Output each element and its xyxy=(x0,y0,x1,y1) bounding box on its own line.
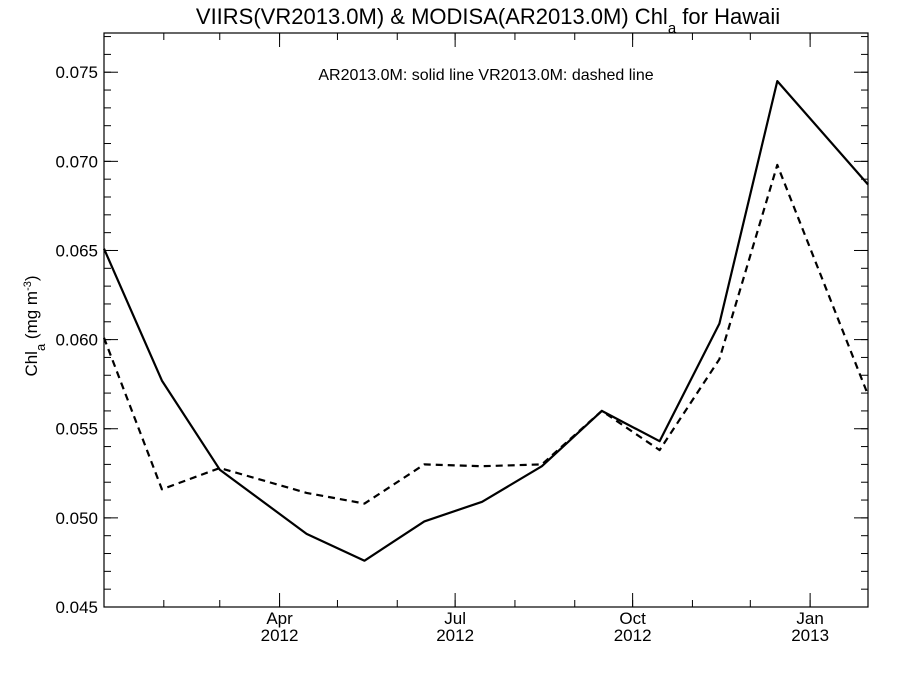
x-tick-label-year: 2012 xyxy=(614,626,652,645)
y-tick-label: 0.075 xyxy=(55,63,98,82)
x-tick-label-year: 2012 xyxy=(436,626,474,645)
series-line-dashed xyxy=(102,163,870,505)
y-tick-label: 0.055 xyxy=(55,420,98,439)
y-tick-label: 0.070 xyxy=(55,152,98,171)
chart-title: VIIRS(VR2013.0M) & MODISA(AR2013.0M) Chl… xyxy=(196,4,780,37)
y-tick-label: 0.050 xyxy=(55,509,98,528)
chart-annotation: AR2013.0M: solid line VR2013.0M: dashed … xyxy=(318,67,653,84)
y-tick-label: 0.045 xyxy=(55,598,98,617)
x-tick-label-month: Jul xyxy=(444,609,466,628)
y-tick-label: 0.065 xyxy=(55,241,98,260)
ticks-layer: 0.0450.0500.0550.0600.0650.0700.075Apr20… xyxy=(55,33,868,645)
x-tick-label-month: Oct xyxy=(619,609,646,628)
x-tick-label-month: Jan xyxy=(796,609,823,628)
y-tick-label: 0.060 xyxy=(55,331,98,350)
x-tick-label-year: 2013 xyxy=(791,626,829,645)
x-tick-label-month: Apr xyxy=(266,609,293,628)
y-axis-label: Chla (mg m-3) xyxy=(22,275,48,376)
chart-title-subscript: a xyxy=(668,20,677,37)
series-layer xyxy=(102,79,870,562)
x-tick-label-year: 2012 xyxy=(261,626,299,645)
plot-frame xyxy=(103,32,869,608)
series-line-solid xyxy=(102,79,869,562)
